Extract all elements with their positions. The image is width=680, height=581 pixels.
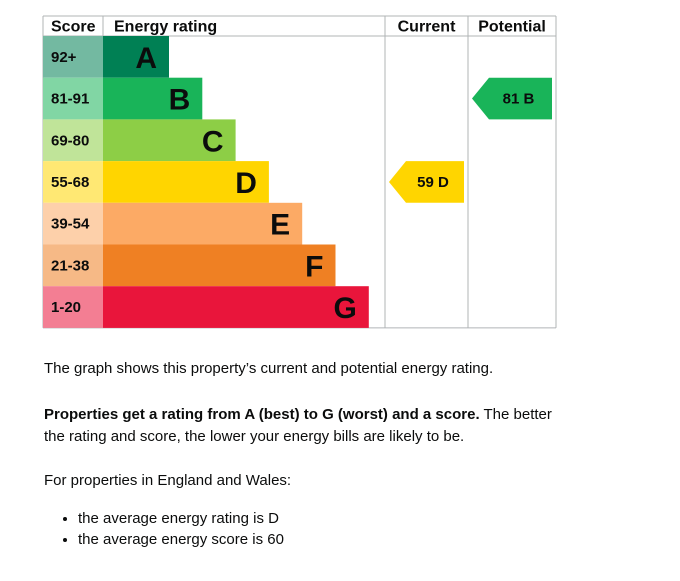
band-score-e: 39-54 <box>51 216 90 233</box>
band-score-b: 81-91 <box>51 91 89 108</box>
explanation-bold: Properties get a rating from A (best) to… <box>44 406 480 423</box>
band-score-a: 92+ <box>51 49 77 66</box>
rating-arrows: 59 D 81 B <box>389 77 552 203</box>
band-letter-c: C <box>202 125 224 158</box>
band-bar-a <box>103 36 169 78</box>
rating-bands: 92+ A 81-91 B 69-80 C 55-68 D 39-54 E 21-38 F 1-20 G <box>43 36 369 328</box>
band-bar-g <box>103 286 369 328</box>
region-note: For properties in England and Wales: <box>44 470 564 492</box>
header-score: Score <box>51 19 96 36</box>
chart-headers: Score Energy rating Current Potential <box>51 19 546 36</box>
score-cell-g <box>43 286 103 328</box>
band-bar-c <box>103 119 236 162</box>
score-cell-c <box>43 119 103 162</box>
band-letter-e: E <box>270 209 290 242</box>
region-text: For properties in England and Wales: <box>44 472 292 489</box>
chart-summary: The graph shows this property’s current … <box>44 358 564 380</box>
band-letter-g: G <box>333 292 356 325</box>
average-score-item: the average energy score is 60 <box>78 529 284 550</box>
band-letter-f: F <box>305 250 323 283</box>
band-bar-e <box>103 202 303 245</box>
band-bar-f <box>103 244 336 287</box>
band-letter-b: B <box>169 84 191 117</box>
current-rating-arrow <box>389 161 464 203</box>
summary-text: The graph shows this property’s current … <box>44 360 494 377</box>
epc-chart: Score Energy rating Current Potential 92+ A 8… <box>42 15 557 329</box>
rating-explanation: Properties get a rating from A (best) to… <box>44 404 564 448</box>
band-letter-a: A <box>135 42 157 75</box>
band-score-c: 69-80 <box>51 132 89 149</box>
band-score-f: 21-38 <box>51 257 89 274</box>
averages-list: the average energy rating is D the avera… <box>44 508 284 550</box>
band-letter-d: D <box>235 167 257 200</box>
score-cell-d <box>43 161 103 203</box>
current-rating-arrow-label: 59 D <box>417 174 449 191</box>
band-bar-d <box>103 161 269 203</box>
explanation-text: Properties get a rating from A (best) to… <box>44 404 564 448</box>
potential-rating-arrow <box>472 77 552 120</box>
header-energy-rating: Energy rating <box>114 19 217 36</box>
band-bar-b <box>103 77 203 120</box>
explanation-rest: The better the rating and score, the low… <box>44 406 552 445</box>
score-cell-b <box>43 77 103 120</box>
header-current: Current <box>398 19 456 36</box>
band-score-g: 1-20 <box>51 299 81 316</box>
potential-rating-arrow-label: 81 B <box>503 91 535 108</box>
header-potential: Potential <box>478 19 546 36</box>
score-cell-e <box>43 202 103 245</box>
score-cell-f <box>43 244 103 287</box>
score-cell-a <box>43 36 103 78</box>
average-rating-item: the average energy rating is D <box>78 508 284 529</box>
band-score-d: 55-68 <box>51 174 89 191</box>
